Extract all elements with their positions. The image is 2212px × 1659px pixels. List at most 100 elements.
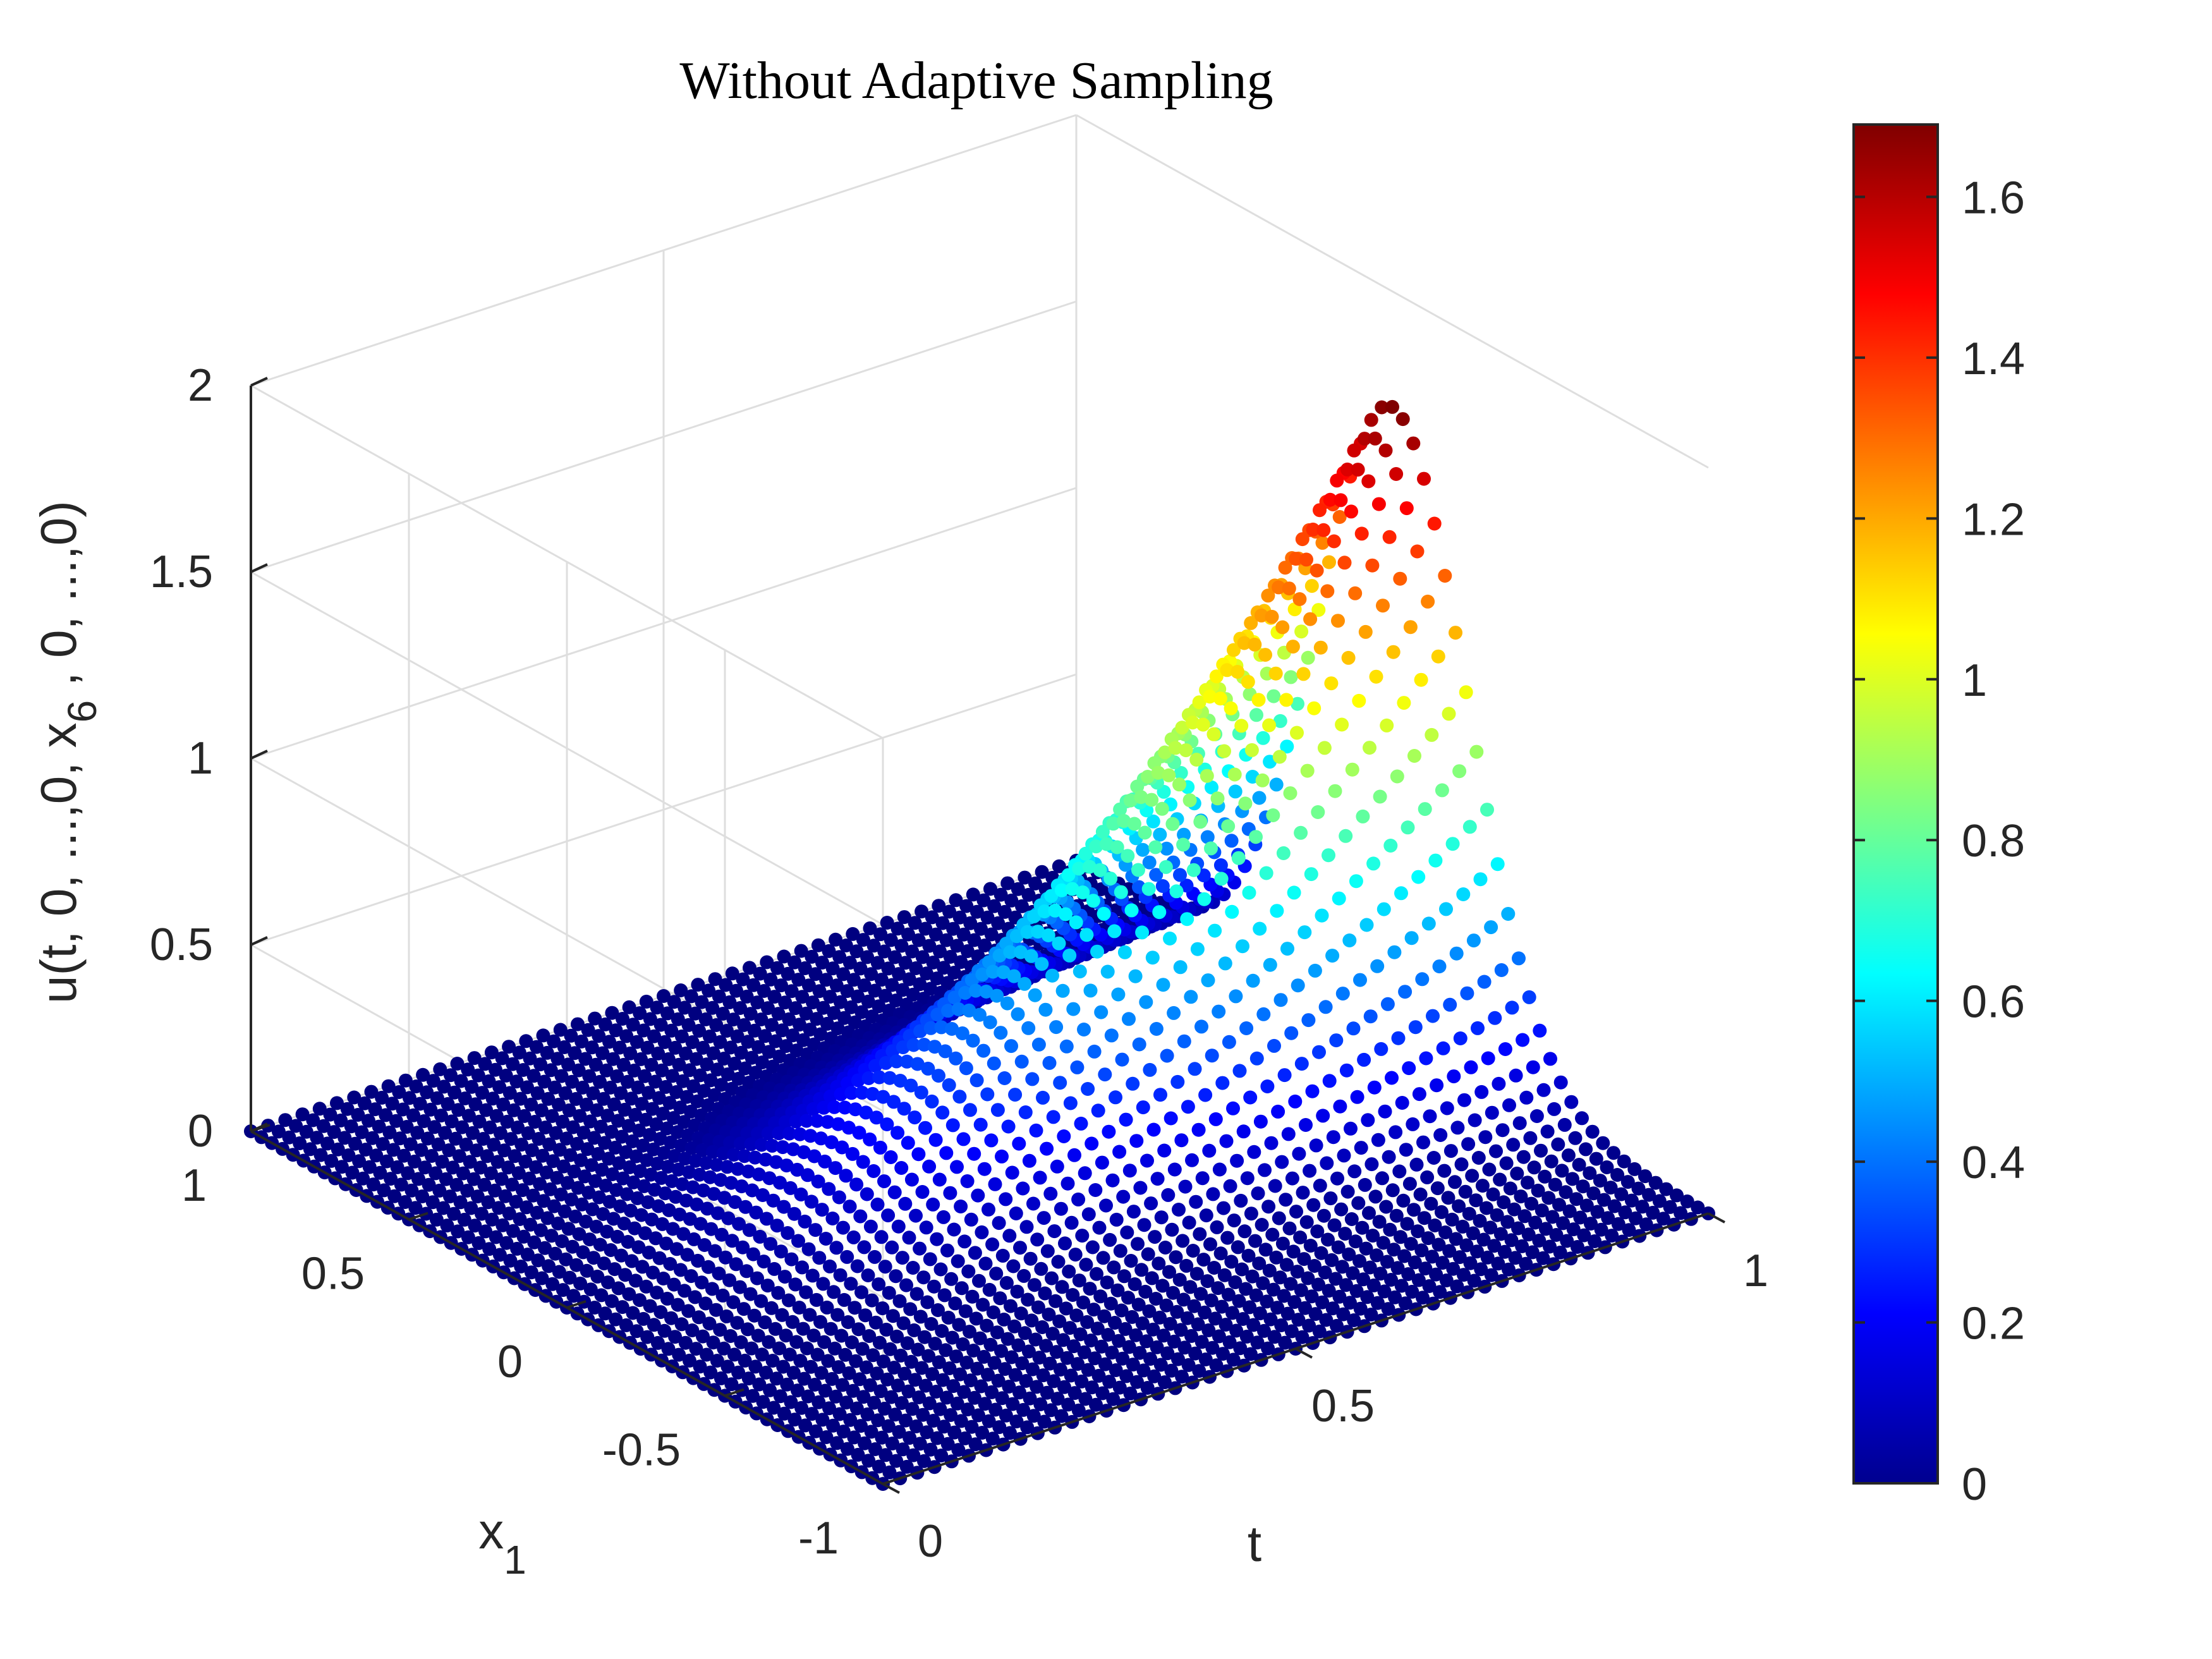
scatter-point	[556, 1114, 570, 1129]
scatter-point	[1047, 1224, 1062, 1239]
scatter-point	[947, 1222, 961, 1237]
scatter-point	[1073, 1327, 1088, 1342]
scatter-point	[726, 1012, 741, 1027]
scatter-point	[779, 1158, 794, 1173]
scatter-point	[587, 1131, 602, 1145]
scatter-point	[586, 1251, 601, 1265]
scatter-point	[710, 1206, 725, 1220]
scatter-point	[827, 1006, 841, 1020]
scatter-point	[1052, 1314, 1067, 1328]
scatter-point	[1233, 1341, 1248, 1356]
scatter-point	[988, 1402, 1003, 1417]
scatter-point	[502, 1040, 516, 1054]
scatter-point	[1131, 1297, 1146, 1312]
scatter-point	[1128, 969, 1143, 983]
scatter-point	[591, 1146, 605, 1161]
scatter-point	[1532, 1234, 1547, 1248]
scatter-point	[398, 1195, 412, 1209]
scatter-point	[668, 1330, 683, 1344]
scatter-point	[592, 1190, 606, 1205]
scatter-point	[720, 1067, 735, 1081]
scatter-point	[808, 1378, 822, 1392]
scatter-point	[811, 938, 825, 952]
scatter-point	[439, 1172, 453, 1186]
scatter-point	[1498, 1042, 1512, 1056]
scatter-point	[737, 1018, 751, 1032]
scatter-point	[1294, 624, 1309, 639]
scatter-point	[866, 939, 881, 953]
scatter-point	[995, 1248, 1010, 1263]
scatter-point	[590, 1269, 605, 1284]
scatter-point	[1373, 1267, 1388, 1281]
scatter-point	[1600, 1160, 1614, 1174]
scatter-point	[1522, 990, 1536, 1004]
scatter-point	[980, 910, 995, 925]
scatter-point	[487, 1138, 501, 1152]
scatter-point	[1160, 1048, 1174, 1063]
scatter-point	[839, 1395, 854, 1410]
scatter-point	[1385, 1071, 1399, 1085]
scatter-point	[678, 1152, 692, 1166]
scatter-point	[1424, 1196, 1438, 1211]
scatter-point	[1038, 1286, 1052, 1301]
scatter-point	[1505, 1000, 1519, 1015]
scatter-point	[524, 1097, 538, 1112]
scatter-point	[930, 1007, 945, 1022]
scatter-point	[1545, 1210, 1560, 1224]
scatter-point	[1066, 1002, 1081, 1016]
scatter-point	[1617, 1154, 1631, 1169]
scatter-point	[1390, 769, 1404, 784]
scatter-point	[1236, 939, 1249, 954]
scatter-point	[1447, 1069, 1461, 1084]
scatter-point	[597, 1136, 612, 1150]
scatter-point	[693, 1359, 707, 1374]
scatter-point	[1251, 1186, 1265, 1201]
scatter-point	[743, 1007, 758, 1021]
scatter-point	[1417, 471, 1431, 486]
scatter-point	[517, 1109, 532, 1123]
scatter-point	[660, 1291, 674, 1306]
scatter-point	[963, 1325, 976, 1339]
scatter-point	[974, 921, 988, 936]
scatter-point	[1225, 1306, 1239, 1320]
scatter-point	[885, 1240, 899, 1255]
scatter-point	[657, 1323, 672, 1338]
scatter-point	[1155, 1279, 1170, 1293]
scatter-point	[1296, 1186, 1310, 1200]
scatter-point	[633, 1006, 647, 1021]
scatter-point	[1163, 1316, 1177, 1331]
scatter-point	[1246, 973, 1260, 988]
scatter-point	[1102, 1124, 1116, 1139]
scatter-point	[920, 966, 933, 981]
scatter-point	[915, 950, 930, 964]
scatter-point	[655, 1063, 669, 1078]
scatter-point	[1269, 777, 1284, 792]
scatter-point	[919, 1220, 933, 1235]
scatter-point	[1378, 1104, 1392, 1119]
colorbar-tick-label: 1.4	[1962, 334, 2025, 384]
scatter-point	[520, 1248, 535, 1261]
scatter-point	[956, 1132, 971, 1146]
scatter-point	[1489, 1144, 1503, 1158]
scatter-point	[1270, 1301, 1285, 1315]
scatter-point	[1247, 1145, 1261, 1159]
scatter-point	[484, 1045, 499, 1060]
scatter-point	[784, 1395, 798, 1409]
scatter-point	[1107, 924, 1122, 939]
scatter-point	[1004, 1039, 1018, 1054]
scatter-point	[974, 1379, 988, 1394]
scatter-point	[836, 1378, 849, 1392]
scatter-point	[674, 1029, 689, 1043]
scatter-point	[775, 1023, 789, 1038]
scatter-point	[828, 1161, 842, 1176]
scatter-point	[691, 1253, 705, 1268]
scatter-point	[667, 1149, 682, 1163]
scatter-point	[923, 1442, 938, 1457]
scatter-point	[664, 1135, 678, 1150]
scatter-point	[1253, 1114, 1268, 1129]
scatter-point	[1034, 1261, 1048, 1276]
scatter-point	[1552, 1198, 1566, 1212]
scatter-point	[608, 1140, 623, 1155]
scatter-point	[410, 1126, 425, 1140]
scatter-point	[1266, 808, 1280, 822]
